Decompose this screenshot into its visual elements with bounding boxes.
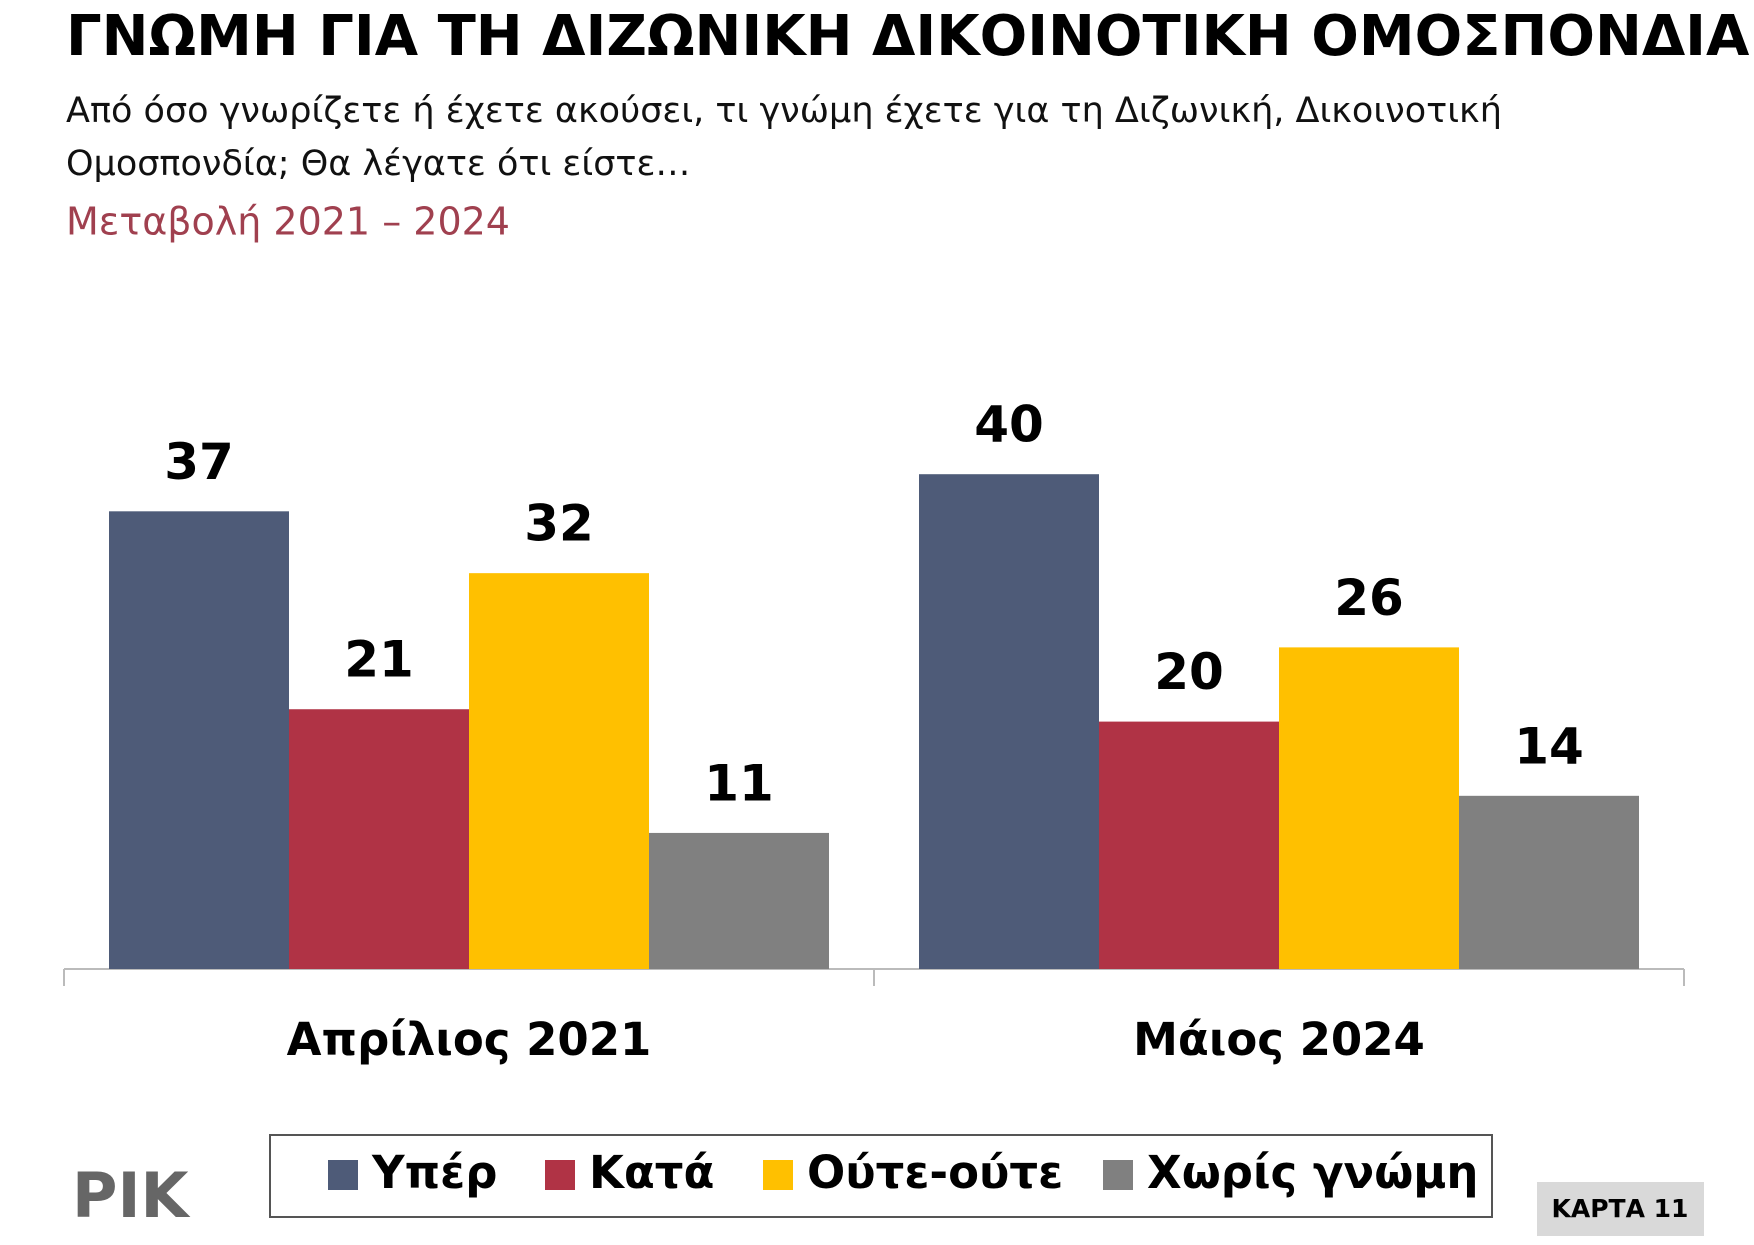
legend-box (269, 1134, 1493, 1218)
legend-label: Χωρίς γνώμη (1147, 1146, 1478, 1199)
legend-label: Ούτε-ούτε (807, 1146, 1063, 1199)
bar (1099, 721, 1279, 969)
legend-swatch (545, 1160, 575, 1190)
legend-swatch (328, 1160, 358, 1190)
bar (469, 573, 649, 969)
data-label: 14 (1514, 717, 1584, 775)
legend-swatch (1103, 1160, 1133, 1190)
legend-label: Υπέρ (371, 1146, 497, 1199)
data-label: 21 (344, 631, 414, 689)
subtitle-line: Από όσο γνωρίζετε ή έχετε ακούσει, τι γν… (66, 91, 1502, 131)
bar (109, 511, 289, 969)
card-label: ΚΑΡΤΑ 11 (1552, 1194, 1689, 1223)
legend-label: Κατά (589, 1146, 714, 1199)
bar (289, 709, 469, 969)
bar (1459, 795, 1639, 969)
card-box (1537, 1182, 1704, 1236)
legend-swatch (763, 1160, 793, 1190)
chart-title: ΓΝΩΜΗ ΓΙΑ ΤΗ ΔΙΖΩΝΙΚΗ ΔΙΚΟΙΝΟΤΙΚΗ ΟΜΟΣΠΟ… (66, 4, 1750, 69)
x-tick-label: Μάιος 2024 (1133, 1013, 1425, 1066)
logo: ΡΙΚ (72, 1159, 191, 1232)
data-label: 40 (974, 396, 1044, 454)
bar (649, 832, 829, 969)
subtitle-line: Ομοσπονδία; Θα λέγατε ότι είστε… (66, 144, 690, 184)
data-label: 26 (1334, 569, 1404, 627)
data-label: 32 (524, 495, 594, 553)
bar (1279, 647, 1459, 969)
bar (919, 474, 1099, 969)
data-label: 11 (704, 754, 774, 812)
data-label: 20 (1154, 643, 1224, 701)
x-tick-label: Απρίλιος 2021 (287, 1013, 652, 1066)
change-label: Μεταβολή 2021 – 2024 (66, 200, 510, 244)
data-label: 37 (164, 433, 234, 491)
